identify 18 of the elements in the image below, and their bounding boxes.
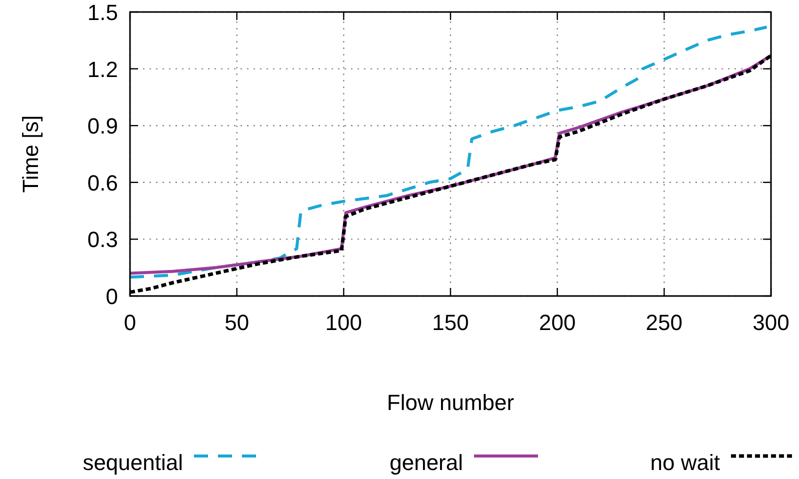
y-tick-label: 0.3 <box>87 227 118 252</box>
x-tick-label: 50 <box>224 310 250 335</box>
y-tick-label: 0.9 <box>87 114 118 139</box>
x-tick-label: 100 <box>325 310 362 335</box>
legend-label: sequential <box>82 450 183 475</box>
x-tick-label: 300 <box>752 310 790 335</box>
y-axis-title: Time [s] <box>18 115 43 193</box>
legend-label: no wait <box>650 450 720 475</box>
x-tick-label: 0 <box>124 310 136 335</box>
y-tick-label: 1.2 <box>87 56 118 82</box>
x-tick-label: 150 <box>432 310 469 335</box>
y-tick-label: 1.5 <box>87 0 118 25</box>
y-tick-label: 0 <box>106 284 118 309</box>
x-tick-label: 200 <box>538 310 576 335</box>
x-axis-title: Flow number <box>386 390 514 415</box>
y-tick-label: 0.6 <box>87 170 118 196</box>
legend-label: general <box>390 450 463 475</box>
x-tick-label: 250 <box>646 310 683 335</box>
